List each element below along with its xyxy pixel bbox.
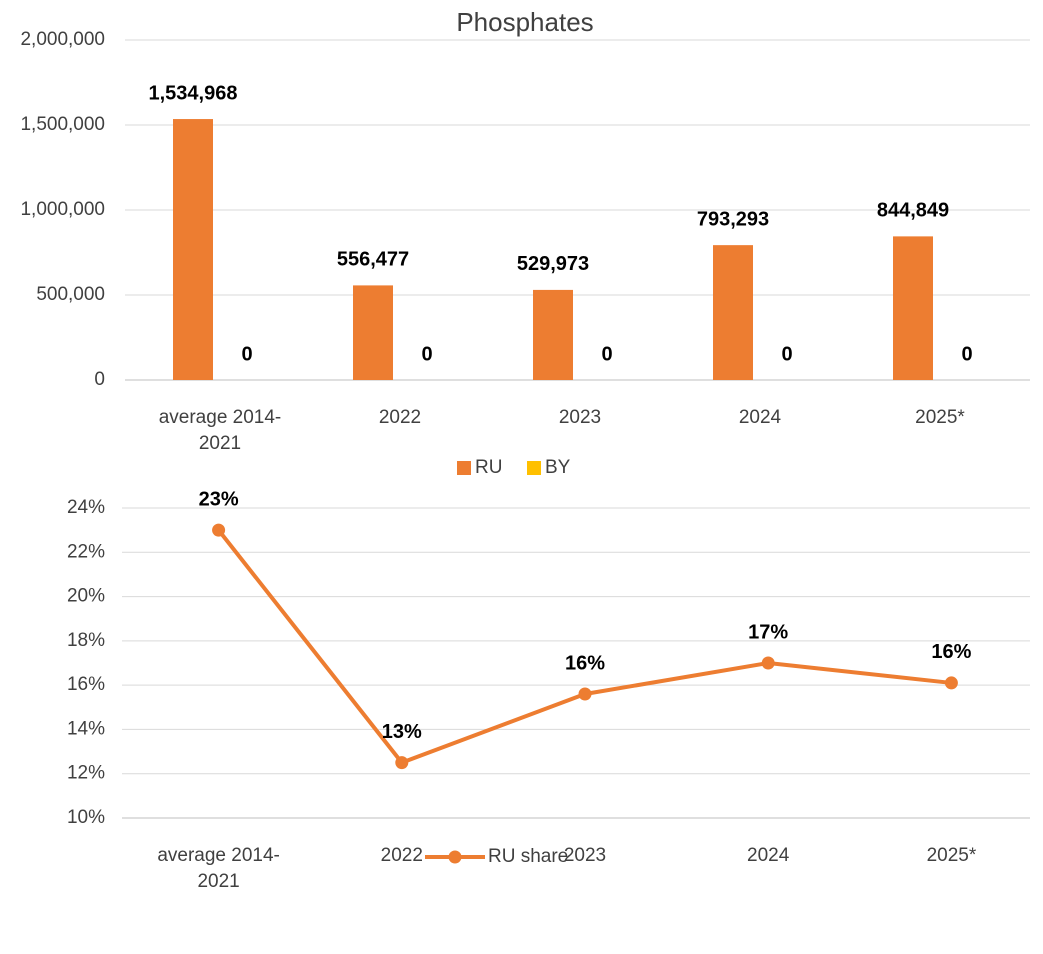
bar	[353, 285, 393, 380]
data-label: 556,477	[337, 249, 409, 271]
x-tick-label: 2025*	[915, 407, 965, 428]
data-label: 17%	[748, 621, 788, 643]
data-label: 844,849	[877, 200, 949, 222]
data-label: 16%	[931, 641, 971, 663]
marker	[578, 687, 592, 701]
x-tick-label: 2022	[379, 407, 421, 428]
y-tick-label: 20%	[67, 586, 105, 607]
legend-label: RU	[475, 457, 502, 478]
bar	[713, 245, 753, 380]
data-label: 0	[961, 343, 972, 365]
y-tick-label: 2,000,000	[20, 29, 105, 50]
data-label: 13%	[382, 721, 422, 743]
y-tick-label: 12%	[67, 763, 105, 784]
marker	[944, 676, 958, 690]
x-tick-label: 2025*	[927, 845, 977, 866]
line	[217, 528, 952, 765]
data-label: 0	[241, 343, 252, 365]
y-tick-label: 18%	[67, 630, 105, 651]
bar	[533, 289, 573, 380]
y-tick-label: 16%	[67, 674, 105, 695]
data-label: 793,293	[697, 208, 769, 230]
x-tick-label: 2024	[739, 407, 782, 428]
y-tick-label: 24%	[67, 497, 105, 518]
data-label: 23%	[199, 488, 239, 510]
x-tick-label: average 2014-2021	[157, 845, 280, 892]
data-label: 16%	[565, 652, 605, 674]
legend-swatch	[527, 461, 541, 475]
marker	[395, 756, 409, 770]
bar	[893, 236, 933, 380]
marker	[212, 523, 226, 537]
chart-title: Phosphates	[456, 7, 593, 37]
y-tick-label: 0	[94, 369, 105, 390]
x-tick-label: 2024	[747, 845, 790, 866]
x-tick-label: 2023	[564, 845, 606, 866]
legend-swatch	[457, 461, 471, 475]
data-label: 529,973	[517, 253, 589, 275]
legend-label: BY	[545, 457, 571, 478]
data-label: 0	[421, 343, 432, 365]
x-tick-label: 2022	[381, 845, 423, 866]
data-label: 0	[601, 343, 612, 365]
y-tick-label: 22%	[67, 541, 105, 562]
legend-marker	[448, 850, 462, 864]
data-label: 1,534,968	[149, 82, 238, 104]
x-tick-label: average 2014-2021	[159, 407, 282, 454]
data-label: 0	[781, 343, 792, 365]
legend-label: RU share	[488, 846, 568, 867]
bar	[173, 119, 213, 380]
marker	[761, 656, 775, 670]
y-tick-label: 1,500,000	[20, 114, 105, 135]
x-tick-label: 2023	[559, 407, 601, 428]
y-tick-label: 1,000,000	[20, 199, 105, 220]
y-tick-label: 500,000	[36, 284, 105, 305]
y-tick-label: 10%	[67, 807, 105, 828]
y-tick-label: 14%	[67, 718, 105, 739]
